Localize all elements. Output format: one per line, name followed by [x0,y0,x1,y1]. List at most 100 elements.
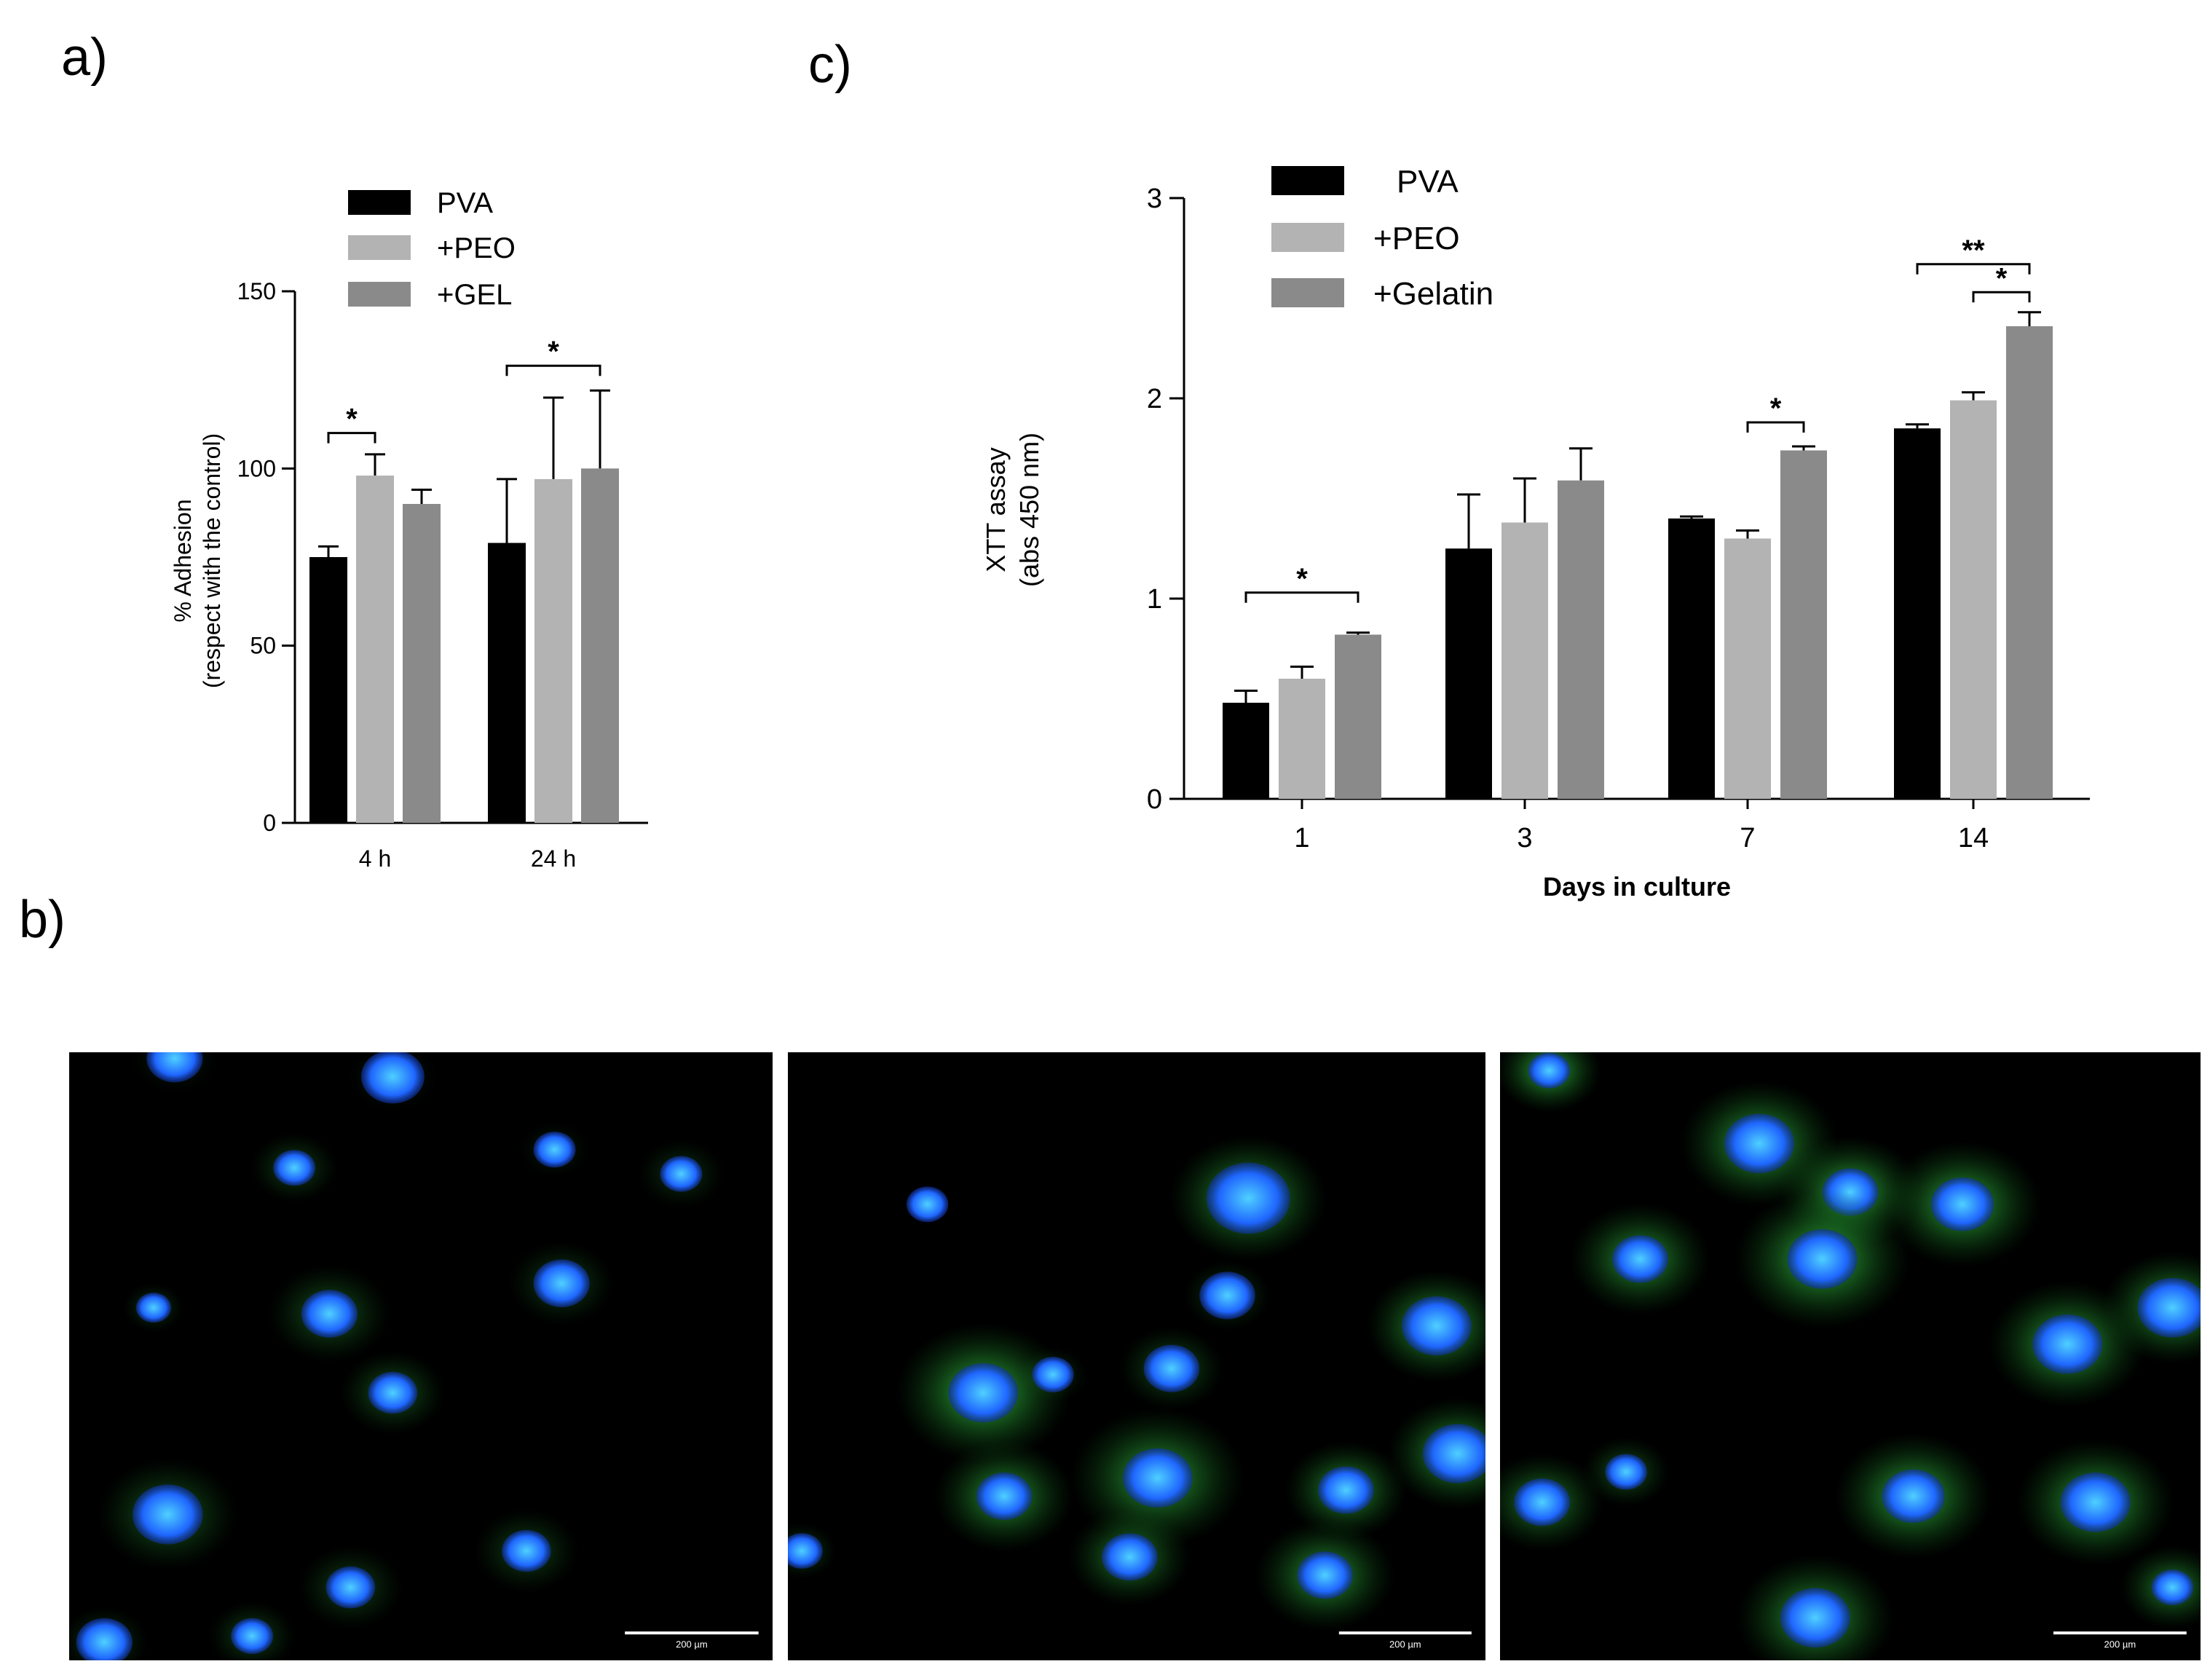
significance-label: * [548,336,559,368]
cell-nucleus [1528,1052,1571,1089]
panel-letter-a: a) [61,28,108,87]
y-axis-title-line: (respect with the control) [199,433,225,688]
cell-nucleus [906,1186,949,1223]
cell-nucleus [368,1371,418,1414]
y-tick-label: 0 [1147,784,1162,815]
panel-letter-c: c) [808,36,852,94]
bar [1950,400,1997,799]
cell-nucleus [1122,1448,1193,1508]
bar [403,504,441,823]
cell-nucleus [76,1618,133,1660]
y-axis-title: XTT assay (abs 450 nm) [981,433,1044,587]
scale-bar-label: 200 µm [2104,1638,2136,1649]
significance-bracket [1244,591,1359,603]
legend-label: +PEO [437,232,516,264]
y-axis-title-line: (abs 450 nm) [1014,433,1044,587]
legend-label: +Gelatin [1373,276,1493,312]
cell-nucleus [2137,1277,2201,1338]
adhesion-bar-chart: 0 50 100 150 % Adhesion (respect with the con… [170,187,648,872]
cell-nucleus [231,1617,274,1655]
bar [1558,480,1604,799]
micrograph-peo: 200 µm [788,1052,1485,1660]
bar [581,468,619,823]
bar [2006,326,2053,799]
bar [1724,538,1771,799]
bar [1501,522,1548,799]
legend-label: PVA [1397,164,1459,200]
cell-nucleus [533,1131,576,1168]
y-axis-title-line: XTT assay [981,447,1011,572]
cell-nucleus [1780,1588,1850,1648]
legend-swatch [348,235,411,260]
cell-nucleus [660,1156,703,1192]
significance-bracket [1916,263,2031,275]
bar [309,557,347,823]
bar [1445,548,1492,799]
bar [356,476,394,823]
x-tick-label: 7 [1740,823,1755,853]
bar [534,478,572,823]
legend-swatch [1271,166,1344,195]
cell-nucleus [135,1293,172,1323]
bar [1668,518,1715,799]
micrograph-pva: 200 µm [69,1052,773,1660]
cell-nucleus [1318,1466,1374,1514]
cell-nucleus [2032,1314,2103,1374]
x-tick-label: 14 [1958,823,1989,853]
cell-nucleus [132,1484,203,1545]
cell-nucleus [1102,1533,1158,1581]
cell-nucleus [1724,1113,1795,1174]
cell-nucleus [273,1150,316,1186]
cell-nucleus [2151,1569,2194,1606]
scale-bar-label: 200 µm [1389,1638,1421,1649]
bar [1279,679,1325,799]
cell-nucleus [1199,1271,1255,1320]
cell-nucleus [1514,1478,1571,1526]
cell-nucleus [1611,1235,1668,1283]
significance-bracket [1972,291,2031,303]
significance-label: * [1296,563,1308,595]
cell-nucleus [1882,1469,1945,1523]
legend-swatch [348,190,411,215]
micrograph-image: 200 µm [69,1052,759,1660]
bar [1894,428,1941,799]
legend-label: PVA [437,187,493,219]
significance-bracket [327,432,376,443]
legend-label: +PEO [1373,221,1460,256]
y-axis-title-line: % Adhesion [170,499,196,622]
legend-label: +GEL [437,279,512,311]
cell-nucleus [1787,1229,1858,1289]
cell-nucleus [1143,1344,1200,1392]
panel-letter-b: b) [19,891,66,949]
y-axis-title: % Adhesion (respect with the control) [170,433,225,688]
cell-nucleus [533,1259,590,1308]
cell-nucleus [1402,1296,1472,1356]
legend-swatch [348,282,411,307]
x-tick-label: 24 h [531,845,576,872]
cell-nucleus [1605,1454,1648,1490]
cell-nucleus [360,1052,425,1104]
cell-nucleus [325,1566,376,1609]
y-tick-label: 0 [263,810,276,836]
bar [1335,634,1381,799]
cell-nucleus [1930,1177,1994,1231]
y-tick-label: 100 [237,455,276,481]
cell-nucleus [2060,1472,2131,1532]
cell-nucleus [1206,1162,1290,1234]
x-tick-label: 3 [1517,823,1532,853]
x-tick-label: 4 h [359,845,391,872]
scale-bar-label: 200 µm [676,1638,708,1649]
bar [1223,703,1269,799]
xtt-bar-chart: 0 1 2 3 XTT assay (abs 450 nm) Days in culture… [981,164,2090,902]
cell-nucleus [1422,1424,1485,1483]
y-tick-label: 50 [250,633,276,659]
cell-nucleus [1032,1357,1074,1392]
cell-nucleus [146,1052,203,1083]
bar [488,543,526,823]
x-axis-title: Days in culture [1543,872,1731,902]
legend-swatch [1271,223,1344,252]
bar [1780,450,1827,799]
cell-nucleus [976,1472,1033,1521]
micrograph-gelatin: 200 µm [1500,1052,2201,1660]
